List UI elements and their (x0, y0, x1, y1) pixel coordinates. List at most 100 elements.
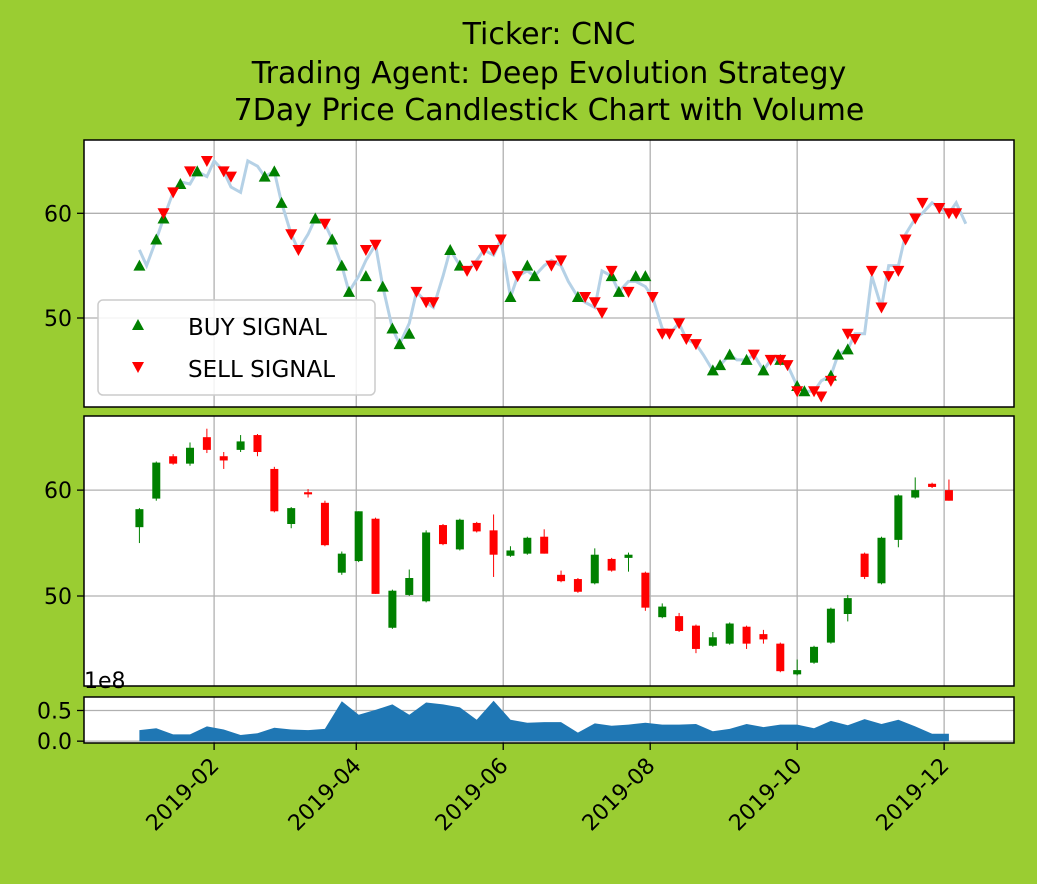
candle-body (455, 519, 464, 550)
candle-body (388, 590, 397, 628)
candle-body (337, 553, 346, 573)
legend-sell-marker (132, 362, 144, 373)
sell-signal-marker (646, 292, 659, 304)
candle-body (928, 483, 937, 487)
candle-body (708, 637, 717, 646)
sell-signal-marker (157, 208, 170, 220)
y-tick-label: 50 (44, 307, 72, 332)
sell-signal-marker (808, 386, 821, 398)
candle-body (253, 435, 262, 452)
x-tick-label: 2019-02 (142, 754, 225, 837)
candle-body (371, 518, 380, 594)
candle-body (557, 574, 566, 582)
legend-buy-label: BUY SIGNAL (188, 315, 327, 341)
candle-body (590, 554, 599, 584)
candle-body (152, 462, 161, 499)
sell-signal-marker (673, 318, 686, 330)
candlestick-panel: 50 60 (44, 415, 1015, 687)
sell-signal-marker (764, 354, 777, 366)
plot-border (83, 139, 1015, 408)
sell-signal-marker (689, 339, 702, 351)
candle-body (219, 456, 228, 461)
y-tick-label: 0.0 (37, 730, 72, 755)
sell-signal-marker (184, 166, 197, 178)
buy-signal-marker (376, 280, 389, 292)
buy-signal-marker (798, 385, 811, 397)
sell-signal-marker (815, 391, 828, 403)
sell-signal-marker (747, 349, 760, 361)
candle-body (523, 537, 532, 554)
volume-scale-label: 1e8 (84, 669, 126, 694)
candle-body (270, 468, 279, 512)
buy-signal-marker (740, 353, 753, 365)
candle-body (944, 490, 953, 501)
candle-body (911, 490, 920, 498)
buy-signal-marker (359, 270, 372, 282)
sell-signal-marker (494, 234, 507, 246)
sell-signal-marker (663, 328, 676, 340)
candle-body (877, 537, 886, 584)
sell-signal-marker (781, 360, 794, 372)
sell-signal-marker (477, 244, 490, 256)
candle-body (438, 525, 447, 545)
buy-signal-marker (309, 212, 322, 224)
candle-body (742, 626, 751, 644)
sell-signal-marker (774, 354, 787, 366)
sell-signal-marker (318, 218, 331, 230)
sell-signal-marker (622, 286, 635, 298)
buy-signal-marker (832, 348, 845, 360)
candle-body (860, 553, 869, 577)
buy-signal-marker (528, 270, 541, 282)
sell-signal-marker (909, 213, 922, 225)
sell-signal-marker (950, 208, 963, 220)
sell-signal-marker (791, 386, 804, 398)
x-tick-label: 2019-04 (284, 754, 367, 837)
candle-body (641, 572, 650, 608)
sell-signal-marker (511, 271, 524, 283)
sell-signal-marker (369, 239, 382, 251)
buy-signal-marker (191, 165, 204, 177)
chart-title-line-1: Ticker: CNC (462, 17, 636, 52)
sell-signal-marker (680, 333, 693, 345)
buy-signal-marker (174, 177, 187, 189)
candle-body (320, 502, 329, 546)
x-tick-label: 2019-10 (725, 754, 808, 837)
sell-signal-marker (200, 155, 213, 167)
sell-signal-marker (359, 244, 372, 256)
volume-area (139, 700, 949, 742)
candle-body (506, 550, 515, 556)
buy-signal-marker (639, 270, 652, 282)
candle-body (843, 598, 852, 614)
sell-signal-marker (882, 271, 895, 283)
x-tick-label: 2019-06 (431, 754, 514, 837)
legend-sell-label: SELL SIGNAL (188, 357, 335, 383)
sell-signal-marker (224, 171, 237, 183)
sell-signal-marker (596, 307, 609, 319)
buy-signal-marker (757, 364, 770, 376)
buy-signal-marker (326, 233, 339, 245)
sell-signal-marker (427, 297, 440, 309)
y-tick-label: 50 (44, 585, 72, 610)
candle-body (691, 625, 700, 649)
candle-body (135, 509, 144, 528)
buy-signal-marker (343, 285, 356, 297)
sell-signal-marker (545, 260, 558, 272)
sell-signal-marker (916, 197, 929, 209)
sell-signal-marker (892, 265, 905, 277)
plot-background (84, 416, 1014, 686)
candle-body (725, 623, 734, 644)
sell-signal-marker (555, 255, 568, 267)
buy-signal-marker (521, 259, 534, 271)
sell-signal-marker (167, 187, 180, 199)
sell-signal-marker (588, 297, 601, 309)
candle-body (658, 606, 667, 618)
sell-signal-marker (841, 328, 854, 340)
sell-signal-marker (933, 203, 946, 215)
sell-signal-marker (579, 292, 592, 304)
buy-signal-marker (723, 348, 736, 360)
buy-signal-marker (393, 338, 406, 350)
y-tick-label: 60 (44, 202, 72, 227)
candle-body (607, 558, 616, 571)
plot-border (83, 696, 1015, 744)
